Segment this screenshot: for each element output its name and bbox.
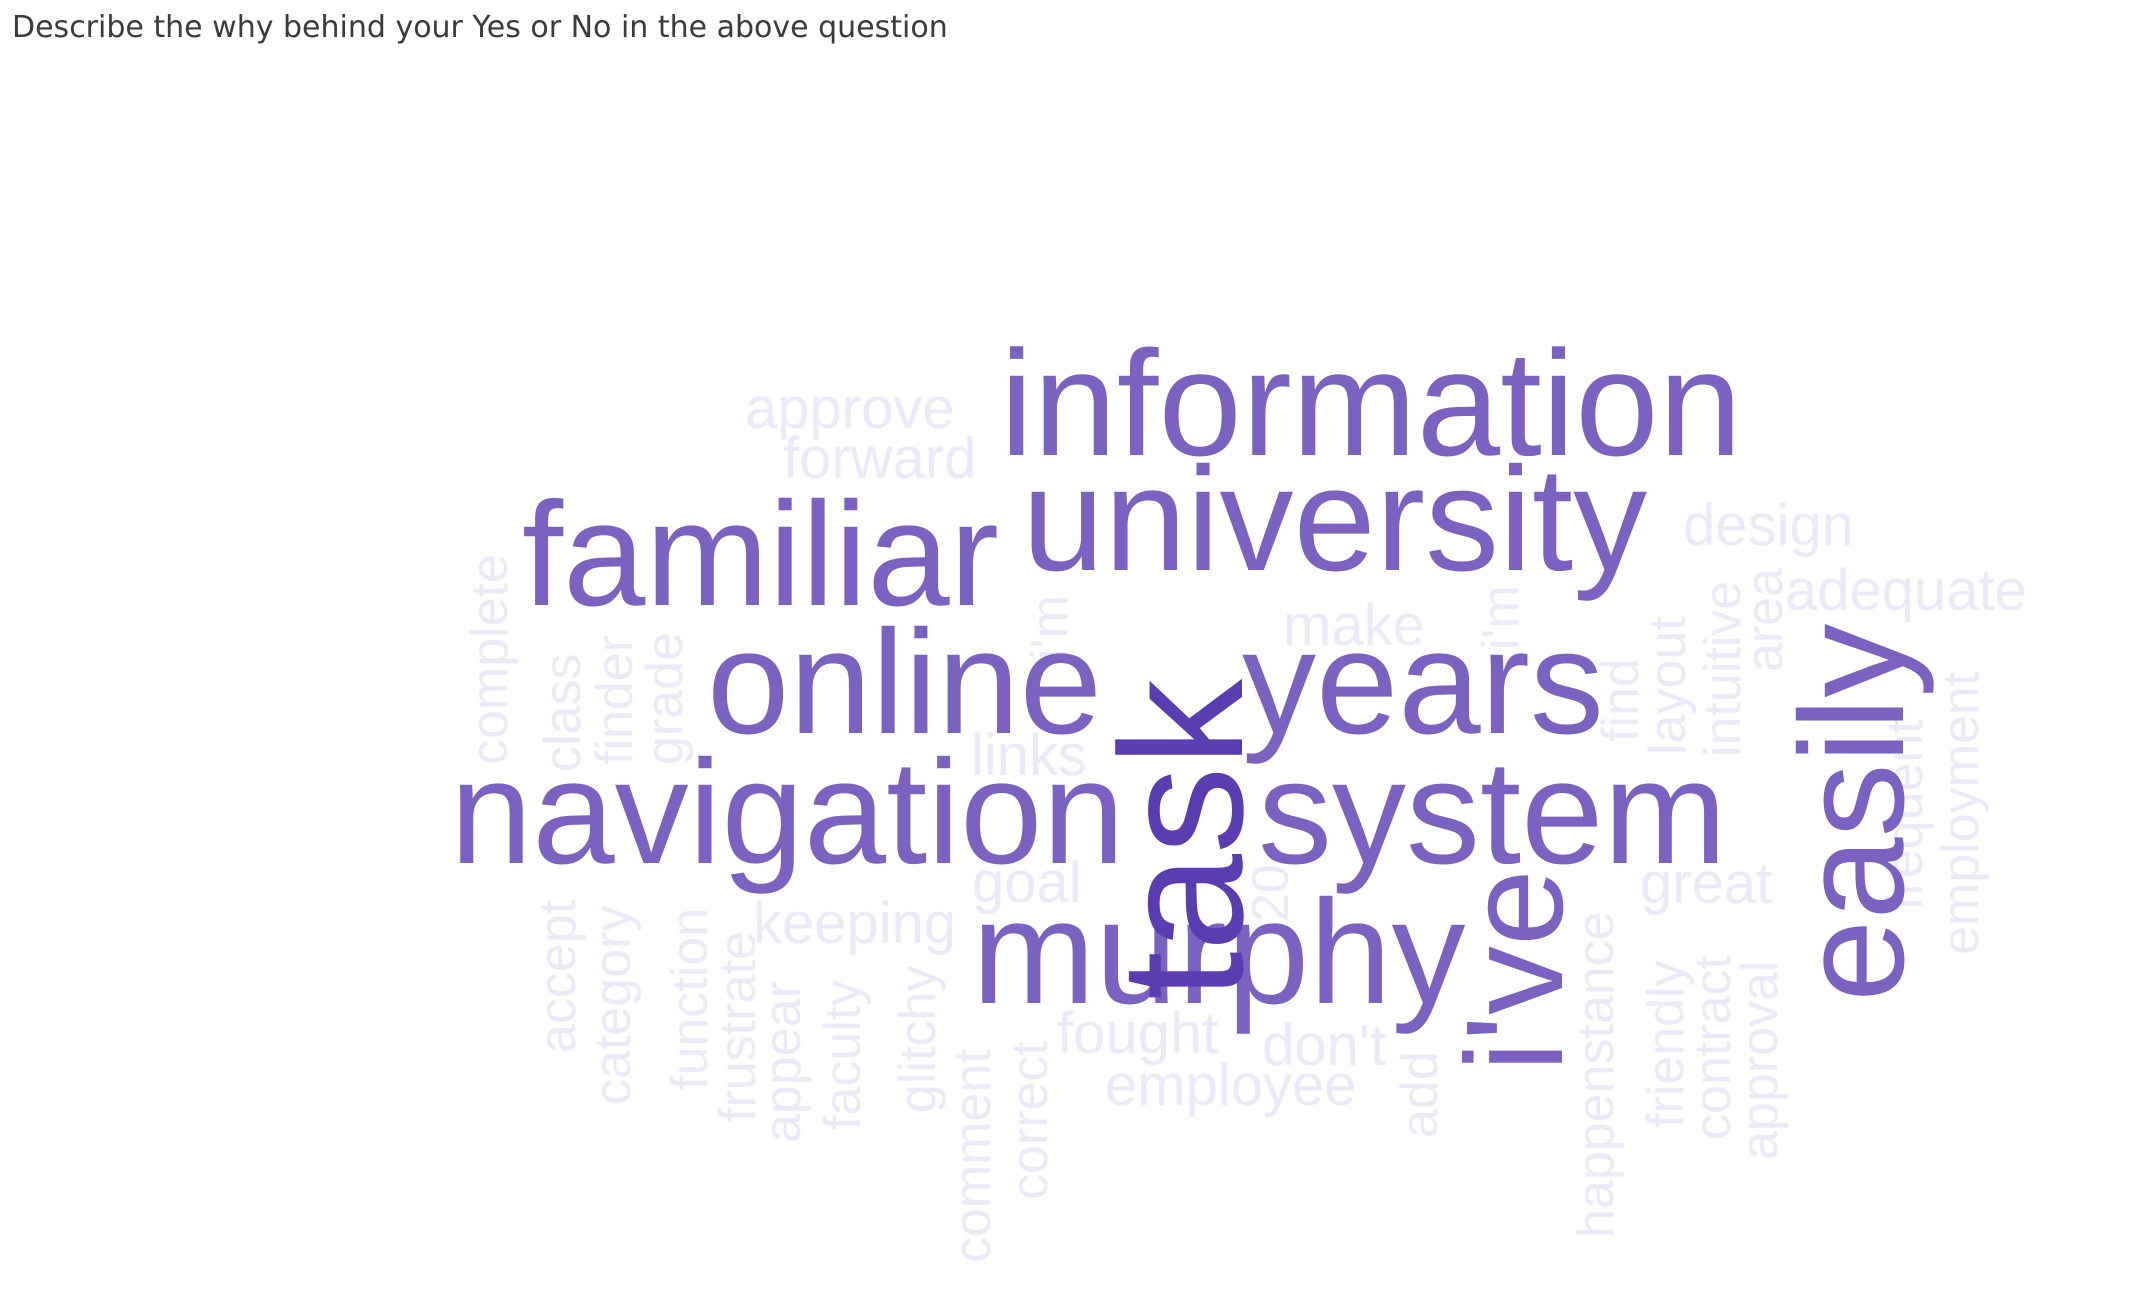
word-correct: correct [1001, 1041, 1059, 1200]
word-add: add [1391, 1051, 1449, 1138]
word-links: links [971, 723, 1087, 788]
word-i-ve: i've [1438, 869, 1592, 1072]
word-approve: approve [745, 376, 955, 441]
word-i-m: i'm [1021, 595, 1079, 660]
word-forward: forward [783, 426, 976, 491]
word-task: task [1085, 679, 1280, 1000]
word-accept: accept [529, 899, 587, 1053]
word-function: function [661, 908, 719, 1090]
word-grade: grade [636, 632, 694, 765]
word-employment: employment [1932, 671, 1990, 955]
word-find: find [1592, 658, 1650, 742]
word-faculty: faculty [814, 980, 872, 1130]
word-category: category [584, 906, 642, 1105]
word-frustrate: frustrate [709, 931, 767, 1122]
word-frequent: frequent [1876, 719, 1934, 910]
word-years: years [1242, 600, 1604, 765]
word-make: make [1283, 593, 1425, 658]
word-approval: approval [1731, 961, 1789, 1160]
word-layout: layout [1639, 616, 1697, 755]
word-area: area [1736, 568, 1794, 672]
word-great: great [1640, 851, 1772, 916]
word-intuitive: intuitive [1694, 581, 1752, 757]
word-university: university [1022, 437, 1647, 602]
word-employee: employee [1105, 1053, 1356, 1118]
word-goal: goal [972, 850, 1082, 915]
word-comment: comment [944, 1049, 1002, 1263]
word-design: design [1683, 493, 1854, 558]
word-online: online [707, 600, 1102, 765]
word-easily: easily [1770, 624, 1935, 1002]
word-keeping: keeping [753, 891, 956, 956]
word-don-t: don't [1262, 1013, 1386, 1078]
word-fought: fought [1057, 1001, 1218, 1066]
word-i-m: i'm [1472, 585, 1530, 650]
word-system: system [1258, 730, 1727, 895]
word-20: 20 [1242, 864, 1300, 922]
word-contract: contract [1684, 954, 1742, 1140]
word-appear: appear [754, 981, 812, 1143]
word-navigation: navigation [450, 730, 1125, 895]
word-glitchy: glitchy [889, 966, 947, 1113]
question-title: Describe the why behind your Yes or No i… [12, 10, 948, 45]
word-complete: complete [461, 554, 519, 765]
word-information: information [1000, 319, 1742, 487]
word-finder: finder [586, 635, 644, 765]
word-friendly: friendly [1637, 960, 1695, 1128]
word-adequate: adequate [1785, 558, 2027, 623]
word-class: class [534, 654, 592, 772]
word-familiar: familiar [522, 472, 999, 637]
word-happenstance: happenstance [1567, 911, 1625, 1238]
word-murphy: murphy [972, 870, 1466, 1035]
